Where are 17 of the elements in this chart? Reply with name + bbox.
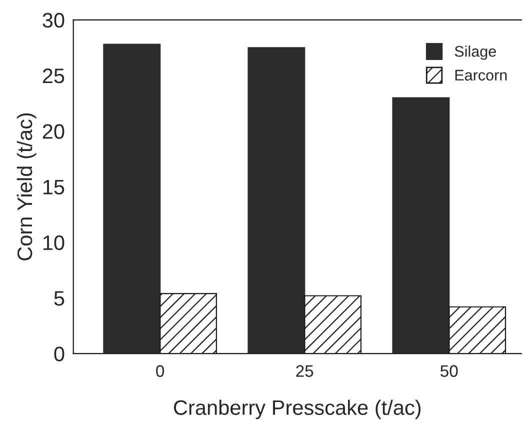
y-tick-label: 20 — [42, 124, 64, 139]
bar — [248, 47, 306, 354]
legend-label: Earcorn — [455, 70, 507, 81]
y-tick-label: 0 — [54, 346, 64, 362]
bar — [392, 97, 450, 354]
x-axis-title: Cranberry Presscake (t/ac) — [174, 400, 421, 420]
x-tick-label: 50 — [440, 365, 458, 377]
y-tick-label: 10 — [43, 235, 64, 250]
bar — [103, 44, 161, 354]
x-tick-label: 25 — [296, 365, 314, 377]
x-tick-label: 0 — [156, 365, 164, 377]
y-tick-label: 25 — [42, 68, 64, 84]
y-tick-label: 30 — [42, 12, 64, 28]
y-tick-label: 15 — [43, 180, 64, 194]
y-tick-label: 5 — [54, 291, 64, 306]
legend-label: Silage — [454, 46, 496, 60]
y-axis-title: Corn Yield (t/ac) — [16, 113, 36, 260]
